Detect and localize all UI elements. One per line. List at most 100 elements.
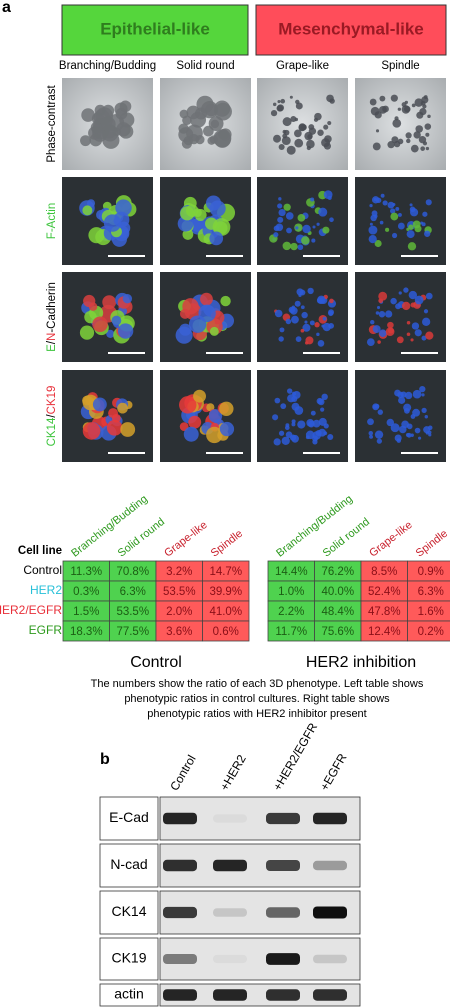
cell	[387, 201, 395, 209]
lane-label: +HER2	[217, 752, 249, 793]
table-value: 1.0%	[278, 586, 304, 598]
micrograph	[257, 272, 348, 362]
cell	[401, 301, 411, 311]
cell	[397, 222, 405, 230]
cell	[83, 294, 96, 308]
micrograph-bg	[355, 272, 446, 362]
cell	[277, 100, 281, 104]
caption-line: phenotypic ratios in control cultures. R…	[124, 693, 390, 705]
micrograph-bg	[355, 177, 446, 265]
table-value: 2.0%	[166, 606, 192, 618]
cell	[414, 295, 424, 305]
micrograph	[257, 78, 348, 170]
cell	[407, 242, 417, 251]
cell	[412, 220, 421, 229]
cell	[291, 422, 296, 427]
table-value: 3.2%	[166, 566, 192, 578]
cell	[403, 287, 409, 293]
group-header-box	[61, 4, 249, 56]
cell	[198, 304, 216, 323]
cell	[88, 227, 105, 244]
table-value: 77.5%	[116, 626, 149, 638]
cell	[327, 120, 332, 126]
cell	[308, 127, 317, 135]
cell	[179, 109, 189, 119]
cell	[323, 423, 329, 429]
cell	[272, 414, 279, 421]
cell-line: HER2	[30, 583, 62, 597]
cell	[386, 418, 395, 427]
cell	[310, 197, 315, 202]
cell	[304, 341, 309, 345]
cell	[370, 319, 375, 325]
cell	[382, 105, 389, 113]
table-value: 0.2%	[418, 626, 444, 638]
cell	[304, 320, 308, 324]
cell	[317, 340, 325, 347]
table-value: 14.4%	[275, 566, 308, 578]
cell	[294, 223, 303, 232]
cell	[120, 422, 136, 437]
cell	[396, 336, 404, 344]
cell	[379, 220, 384, 225]
cell	[370, 106, 380, 116]
blot-band	[163, 812, 197, 825]
cell	[291, 315, 299, 324]
micrograph	[355, 272, 446, 362]
micrograph-bg	[355, 370, 446, 462]
table-value: 52.4%	[368, 586, 401, 598]
blot-label-box	[99, 843, 159, 888]
cell	[375, 129, 380, 133]
table-value: 1.6%	[418, 606, 444, 618]
cell	[387, 141, 395, 149]
cell	[367, 418, 374, 426]
cell	[90, 121, 103, 134]
cell	[219, 128, 232, 141]
cell	[294, 138, 304, 148]
phenotype-label: Spindle	[381, 60, 419, 72]
cell	[329, 217, 334, 223]
cell	[81, 108, 95, 122]
cell	[282, 241, 292, 251]
cell	[322, 226, 330, 234]
cell	[285, 212, 294, 220]
table-value: 0.3%	[73, 586, 99, 598]
cell	[179, 396, 197, 414]
cell	[394, 116, 399, 121]
cell	[210, 119, 220, 129]
cell	[294, 300, 301, 307]
cell	[390, 297, 397, 305]
cell	[82, 422, 101, 440]
cell	[219, 401, 234, 416]
cell	[79, 325, 95, 340]
table-header: Grape-like	[367, 519, 414, 560]
blot-band	[313, 860, 347, 871]
cell	[406, 230, 415, 239]
cell	[408, 290, 418, 300]
cell	[312, 419, 321, 428]
cell	[424, 415, 428, 419]
cell	[273, 438, 281, 446]
micrograph	[62, 177, 153, 265]
cell	[410, 338, 414, 342]
cell	[328, 310, 334, 317]
cell	[421, 335, 427, 341]
cell	[278, 143, 285, 151]
cell	[302, 323, 311, 332]
cell	[317, 129, 324, 136]
micrograph	[160, 272, 251, 362]
cell	[410, 208, 419, 217]
table-value: 3.6%	[166, 626, 192, 638]
cell	[316, 222, 320, 226]
cell	[406, 320, 411, 325]
cell	[311, 238, 316, 243]
cell	[369, 204, 373, 208]
table-header: Spindle	[414, 528, 450, 560]
cell	[398, 396, 406, 404]
cell	[371, 210, 378, 217]
micrograph-bg	[160, 370, 251, 462]
cell	[286, 145, 296, 155]
cell	[422, 104, 427, 109]
cell	[286, 227, 292, 234]
